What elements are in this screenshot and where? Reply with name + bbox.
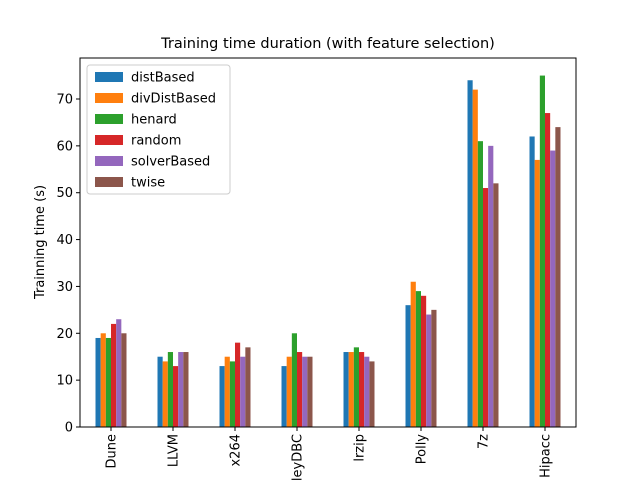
bar (555, 127, 561, 427)
bar (550, 150, 556, 428)
y-tick-label: 10 (56, 374, 73, 389)
bar (302, 356, 308, 427)
bar (240, 356, 246, 427)
bar (95, 337, 101, 427)
bar (157, 356, 163, 427)
x-tick-label: Hipacc (539, 434, 554, 478)
bar (286, 356, 292, 427)
x-tick-label: Dune (105, 434, 120, 469)
plot-frame (79, 57, 577, 428)
bar (343, 352, 349, 427)
legend-swatch (95, 177, 123, 187)
bar (100, 333, 106, 427)
legend-swatch (95, 135, 123, 145)
bar (116, 319, 122, 427)
bar (229, 361, 235, 427)
bar (219, 366, 225, 427)
y-tick-label: 70 (56, 93, 73, 108)
bar (245, 347, 251, 427)
bar (224, 356, 230, 427)
bar (281, 366, 287, 427)
x-tick-label: lrzip (353, 434, 368, 462)
bar (534, 159, 540, 427)
y-tick-label: 30 (56, 280, 73, 295)
bar (235, 342, 241, 427)
legend-label: solverBased (131, 155, 210, 170)
x-tick-label: Polly (415, 434, 430, 465)
bar (483, 188, 489, 427)
bar (297, 352, 303, 427)
chart-title: Training time duration (with feature sel… (160, 36, 495, 52)
bar (493, 183, 499, 427)
bar (472, 89, 478, 427)
legend-swatch (95, 93, 123, 103)
bar (467, 80, 473, 427)
bar (410, 281, 416, 427)
legend-label: divDistBased (131, 92, 216, 107)
bar (173, 366, 179, 427)
x-tick-label: LLVM (167, 434, 182, 467)
bar (353, 347, 359, 427)
bar (426, 314, 432, 427)
bar (415, 291, 421, 427)
y-tick-label: 50 (56, 186, 73, 201)
legend-label: henard (131, 113, 177, 128)
x-tick-label: 7z (477, 434, 492, 449)
bar (178, 352, 184, 427)
bar (167, 352, 173, 427)
y-axis-label: Trainning time (s) (33, 185, 48, 300)
legend-label: random (131, 134, 181, 149)
bar (364, 356, 370, 427)
y-tick-label: 40 (56, 233, 73, 248)
bar (477, 141, 483, 427)
bar (421, 295, 427, 427)
bar (431, 309, 437, 427)
bar (488, 145, 494, 427)
legend-label: twise (131, 176, 165, 191)
y-tick-label: 60 (56, 139, 73, 154)
legend-swatch (95, 72, 123, 82)
legend: distBased divDistBased henard random solverB… (86, 64, 231, 195)
bar (121, 333, 127, 427)
legend-label: distBased (131, 71, 195, 86)
bar (105, 337, 111, 427)
y-tick-label: 20 (56, 327, 73, 342)
bar (348, 352, 354, 427)
bar (369, 361, 375, 427)
bar (111, 323, 117, 427)
bar (307, 356, 313, 427)
legend-swatch (95, 114, 123, 124)
bar (162, 361, 168, 427)
bar (405, 305, 411, 427)
x-tick-label: BerkeleyDBC (291, 434, 306, 480)
x-tick-label: x264 (229, 434, 244, 467)
y-tick-label: 0 (65, 421, 73, 436)
bar (359, 352, 365, 427)
bar (545, 113, 551, 428)
bar (529, 136, 535, 427)
bar (183, 352, 189, 427)
bar (291, 333, 297, 427)
legend-swatch (95, 156, 123, 166)
bar (539, 75, 545, 428)
